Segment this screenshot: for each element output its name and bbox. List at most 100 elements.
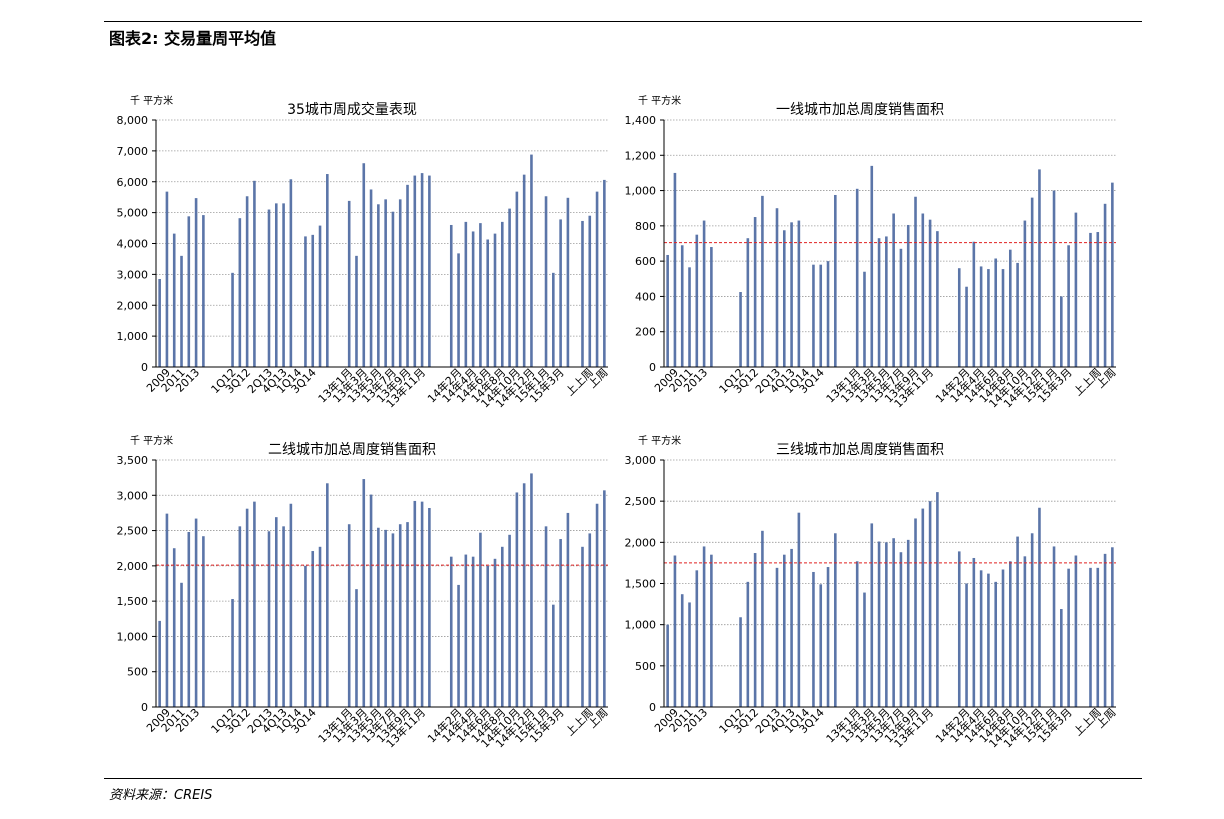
bar (1023, 556, 1027, 707)
bar (428, 175, 431, 367)
figure-title: 图表2: 交易量周平均值 (109, 29, 277, 48)
chart-tier1-cities: 一线城市加总周度销售面积 千 平方米 0 200 400 600 800 1,000 1,200… (625, 94, 1119, 410)
bar (398, 199, 402, 367)
bar (1052, 190, 1056, 367)
bar (673, 172, 677, 367)
bar (710, 247, 713, 367)
bar (289, 179, 293, 367)
bar (457, 253, 460, 367)
bar (812, 571, 815, 707)
y-tick-label: 2,000 (117, 560, 149, 573)
bar (304, 565, 307, 707)
y-tick-label: 200 (635, 326, 656, 339)
bar (921, 213, 925, 367)
bar (914, 518, 917, 707)
y-tick-label: 1,000 (625, 185, 657, 198)
bar (1096, 232, 1100, 367)
bar (1089, 232, 1092, 367)
bar (928, 219, 932, 367)
bar (552, 604, 555, 707)
bar (180, 582, 183, 707)
unit-label: 千 平方米 (130, 434, 173, 447)
bar (413, 500, 417, 707)
bar (936, 492, 939, 707)
bar (906, 224, 910, 367)
y-tick-label: 2,000 (625, 536, 657, 549)
bar (588, 533, 592, 707)
bar (245, 196, 249, 367)
bar (936, 231, 939, 367)
bar (812, 264, 815, 367)
bar (899, 248, 903, 367)
bar (987, 573, 990, 707)
bar (238, 218, 242, 367)
bar (355, 589, 358, 707)
bar (1060, 296, 1063, 367)
bar (486, 565, 490, 707)
bar (673, 555, 677, 707)
y-tick-label: 0 (649, 361, 656, 374)
bar (957, 551, 961, 707)
bar (391, 211, 395, 367)
bar (782, 230, 786, 367)
bar (826, 261, 830, 367)
bar (500, 546, 504, 707)
bar (797, 512, 801, 707)
bar (326, 483, 329, 707)
bar (515, 191, 519, 367)
bar (311, 234, 315, 367)
bar (746, 581, 750, 707)
bar (834, 194, 837, 367)
bar (406, 184, 409, 367)
bar (267, 531, 271, 707)
chart-title: 一线城市加总周度销售面积 (776, 101, 944, 118)
bar (695, 234, 699, 367)
bar (957, 268, 961, 367)
y-tick-label: 1,400 (625, 114, 657, 127)
y-tick-label: 1,200 (625, 149, 657, 162)
bar (1030, 197, 1034, 367)
bar (1038, 507, 1041, 707)
bar (347, 200, 351, 367)
bar (318, 546, 322, 707)
bar (406, 522, 409, 707)
chart-35-cities: 35城市周成交量表现 千 平方米 0 1,000 2,000 3,000 4,000 5,00… (117, 94, 611, 410)
bar (603, 490, 606, 707)
bar (420, 173, 424, 367)
bar (1074, 212, 1078, 367)
bar (710, 554, 713, 707)
y-tick-label: 1,000 (117, 630, 149, 643)
bar (746, 238, 750, 367)
bar (994, 258, 998, 367)
bar (347, 524, 351, 707)
bar (1023, 220, 1027, 367)
y-tick-label: 4,000 (117, 238, 149, 251)
bar (914, 196, 917, 367)
y-tick-label: 7,000 (117, 145, 149, 158)
bar (304, 236, 307, 367)
bar (863, 592, 866, 707)
bar (493, 558, 497, 707)
bar (508, 208, 511, 367)
y-tick-label: 3,500 (117, 454, 149, 467)
bar (782, 554, 786, 707)
bar (231, 599, 234, 707)
y-tick-label: 0 (141, 361, 148, 374)
bar (420, 501, 424, 707)
bar (1074, 555, 1078, 707)
bar (566, 197, 570, 367)
bar (457, 584, 460, 707)
y-tick-label: 2,500 (117, 525, 149, 538)
y-tick-label: 400 (635, 290, 656, 303)
chart-title: 35城市周成交量表现 (287, 101, 417, 118)
bar (819, 264, 823, 367)
bar (588, 215, 592, 367)
bar (471, 556, 475, 707)
bar (449, 556, 453, 707)
chart-title: 三线城市加总周度销售面积 (776, 441, 944, 458)
bar (1060, 609, 1063, 707)
bar (318, 225, 322, 367)
bar (972, 557, 976, 707)
bar (165, 513, 169, 707)
bar (921, 508, 925, 707)
